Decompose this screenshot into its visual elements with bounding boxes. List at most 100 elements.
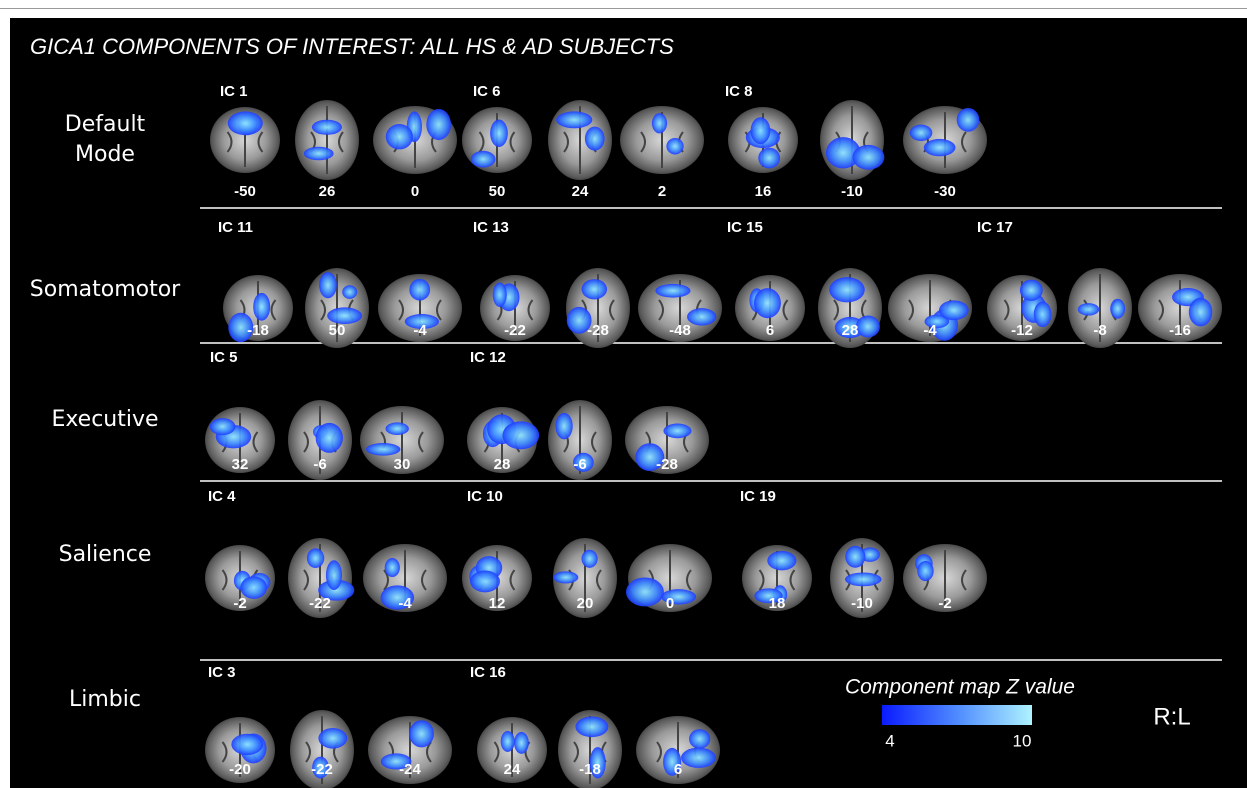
activation [635, 443, 665, 472]
colorbar-title: Component map Z value [845, 676, 1075, 699]
brain-slice [1068, 268, 1132, 348]
brain-slice [818, 268, 882, 348]
brain-slice [205, 407, 275, 473]
activation [687, 308, 717, 326]
activation [666, 137, 684, 155]
slice-number: -30 [934, 183, 956, 200]
slice-number: -22 [309, 595, 331, 612]
slice-number: -2 [938, 595, 951, 612]
slice-number: 16 [755, 183, 772, 200]
brain-slice [620, 106, 704, 174]
component-label: IC 5 [210, 349, 238, 366]
activation [581, 279, 608, 300]
component-label: IC 17 [977, 219, 1013, 236]
slice-number: -18 [579, 761, 601, 778]
component-label: IC 19 [740, 488, 776, 505]
slice-number: 0 [666, 595, 674, 612]
activation [209, 418, 236, 436]
activation [342, 285, 358, 299]
activation [758, 147, 781, 169]
orientation-label: R:L [1153, 703, 1190, 730]
slice-number: 30 [394, 456, 411, 473]
brain-slice [548, 400, 612, 480]
brain-slice [1138, 274, 1222, 342]
activation [470, 150, 496, 168]
slice-number: 28 [494, 456, 511, 473]
row-label: Somatomotor [29, 277, 181, 302]
slice-number: 50 [329, 322, 346, 339]
activation [661, 589, 697, 605]
slice-number: -16 [1169, 322, 1191, 339]
row-label: Executive [51, 407, 159, 432]
colorbar-tick: 10 [1013, 731, 1032, 750]
activation [689, 729, 711, 749]
brain-slice [480, 275, 550, 341]
brain-slice [288, 400, 352, 480]
activation [626, 577, 664, 607]
slice-number: 32 [232, 456, 249, 473]
activation [855, 315, 880, 338]
activation [380, 585, 415, 610]
component-label: IC 1 [220, 83, 248, 100]
activation [1019, 279, 1043, 301]
activation [555, 412, 573, 440]
slice-number: -10 [841, 183, 863, 200]
component-label: IC 6 [473, 83, 501, 100]
activation [553, 571, 579, 584]
slice-number: -24 [399, 761, 421, 778]
brain-slice [462, 107, 532, 173]
figure-title: GICA1 COMPONENTS OF INTEREST: ALL HS & A… [30, 34, 674, 59]
component-label: IC 13 [473, 219, 509, 236]
activation [470, 570, 500, 593]
slice-number: 26 [319, 183, 336, 200]
brain-slice [888, 274, 972, 342]
brain-slice [477, 717, 547, 783]
colorbar [882, 705, 1032, 725]
activation [426, 108, 452, 141]
slice-number: 0 [411, 183, 419, 200]
colorbar-tick: 4 [885, 731, 894, 750]
slice-number: 50 [489, 183, 506, 200]
brain-slice [638, 274, 722, 342]
brain-slice [558, 710, 622, 788]
activation [829, 277, 865, 303]
brain-slice [373, 106, 457, 174]
activation [500, 730, 515, 752]
activation [303, 146, 334, 161]
slice-number: -28 [587, 322, 609, 339]
activation [312, 756, 329, 779]
slice-number: -6 [313, 456, 326, 473]
brain-slice [462, 545, 532, 611]
brain-slice [903, 106, 987, 174]
activation [409, 278, 431, 301]
brain-slice [290, 710, 354, 788]
activation [306, 548, 325, 568]
activation [852, 144, 885, 170]
activation [502, 421, 540, 450]
activation [584, 126, 605, 151]
slice-number: 20 [577, 595, 594, 612]
brain-slice [305, 268, 369, 348]
activation [315, 422, 343, 453]
slice-number: -20 [229, 761, 251, 778]
component-label: IC 3 [208, 664, 236, 681]
activation [663, 747, 682, 776]
brain-slice [368, 716, 452, 784]
brain-slice [295, 100, 359, 180]
activation [366, 443, 401, 456]
row-label: Default Mode [64, 112, 146, 167]
slice-number: -4 [413, 322, 427, 339]
slice-number: 12 [489, 595, 506, 612]
activation [231, 733, 264, 755]
activation [227, 111, 263, 136]
slice-number: -4 [398, 595, 412, 612]
activation [385, 123, 413, 150]
slice-number: 18 [769, 595, 786, 612]
component-label: IC 8 [725, 83, 753, 100]
brain-slice [820, 100, 885, 180]
slice-number: 24 [504, 761, 521, 778]
activation [384, 558, 400, 578]
slice-number: 2 [658, 183, 666, 200]
activation [253, 292, 271, 321]
activation [318, 579, 355, 601]
